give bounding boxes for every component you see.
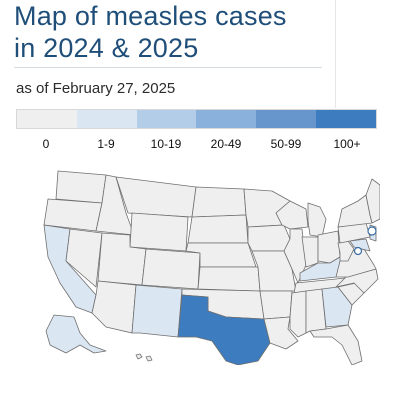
title-divider bbox=[14, 67, 322, 68]
state-illinois[interactable] bbox=[283, 228, 307, 284]
state-wisconsin[interactable] bbox=[275, 200, 309, 230]
state-nevada[interactable] bbox=[65, 228, 103, 288]
page-title: Map of measles cases in 2024 & 2025 bbox=[14, 0, 334, 64]
color-legend bbox=[16, 109, 377, 129]
legend-labels: 0 1-9 10-19 20-49 50-99 100+ bbox=[16, 137, 377, 153]
nyc-marker[interactable] bbox=[367, 226, 377, 236]
state-south-dakota[interactable] bbox=[187, 214, 249, 244]
state-washington[interactable] bbox=[55, 170, 107, 204]
legend-label: 50-99 bbox=[270, 137, 302, 151]
state-texas[interactable] bbox=[177, 294, 271, 365]
dc-marker[interactable] bbox=[353, 246, 363, 256]
state-new-mexico[interactable] bbox=[131, 284, 183, 338]
state-florida[interactable] bbox=[309, 324, 363, 365]
state-wyoming[interactable] bbox=[129, 212, 189, 252]
legend-label: 1-9 bbox=[97, 137, 115, 151]
legend-label: 0 bbox=[42, 137, 50, 151]
state-maryland[interactable] bbox=[349, 238, 371, 252]
date-subtitle: as of February 27, 2025 bbox=[16, 80, 176, 97]
legend-swatch-10-19 bbox=[136, 110, 197, 128]
state-colorado[interactable] bbox=[141, 248, 201, 290]
state-iowa[interactable] bbox=[247, 224, 291, 252]
state-new-england[interactable] bbox=[365, 178, 380, 224]
state-hawaii[interactable] bbox=[135, 353, 153, 362]
legend-label: 10-19 bbox=[150, 137, 182, 151]
legend-swatch-0 bbox=[17, 110, 77, 128]
state-arkansas[interactable] bbox=[259, 290, 293, 320]
legend-swatch-1-9 bbox=[76, 110, 137, 128]
legend-label: 20-49 bbox=[210, 137, 242, 151]
state-georgia[interactable] bbox=[321, 286, 353, 328]
legend-swatch-100-plus bbox=[316, 110, 376, 128]
legend-swatch-50-99 bbox=[256, 110, 317, 128]
us-measles-map bbox=[43, 170, 380, 365]
state-kansas[interactable] bbox=[197, 266, 261, 292]
title-card: Map of measles cases in 2024 & 2025 as o… bbox=[0, 0, 336, 108]
state-ohio[interactable] bbox=[317, 230, 341, 264]
state-montana[interactable] bbox=[115, 176, 197, 218]
state-alaska[interactable] bbox=[45, 314, 107, 354]
state-north-dakota[interactable] bbox=[191, 186, 247, 218]
title-line-1: Map of measles cases bbox=[14, 1, 287, 31]
legend-label: 100+ bbox=[333, 137, 361, 151]
legend-swatch-20-49 bbox=[196, 110, 257, 128]
state-michigan[interactable] bbox=[307, 202, 327, 238]
state-mississippi[interactable] bbox=[289, 290, 307, 338]
title-line-2: in 2024 & 2025 bbox=[14, 33, 199, 63]
state-arizona[interactable] bbox=[91, 280, 137, 334]
